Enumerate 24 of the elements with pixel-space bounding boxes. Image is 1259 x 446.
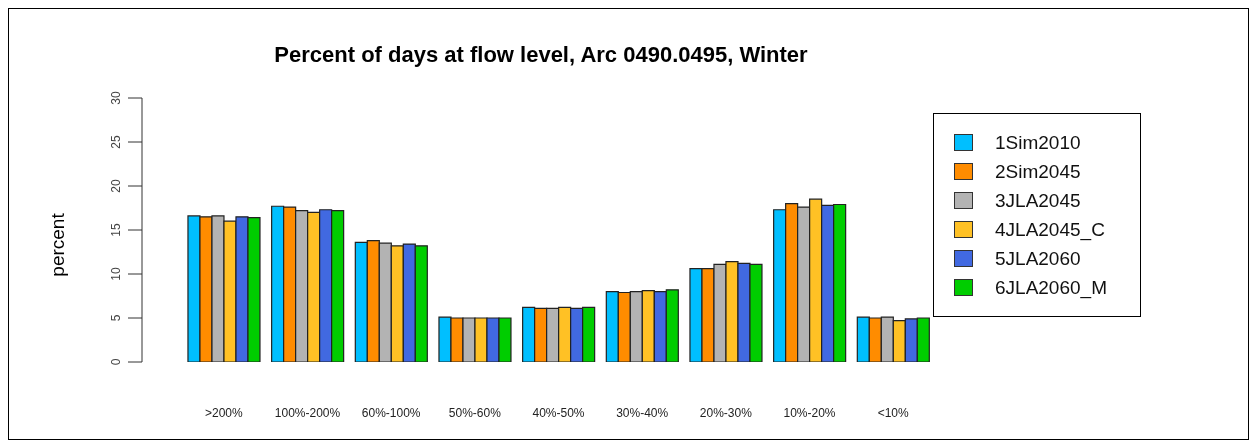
x-tick-label: 10%-20% [783, 405, 836, 420]
x-tick-label: <10% [877, 405, 910, 420]
y-tick-label: 0 [109, 358, 123, 366]
chart-title: Percent of days at flow level, Arc 0490.0495, Winter [273, 42, 809, 68]
legend-label: 1Sim2010 [995, 131, 1081, 154]
y-tick-label: 15 [109, 223, 123, 237]
x-tick-label: >200% [204, 405, 244, 420]
x-tick-label: 40%-50% [532, 405, 585, 420]
y-tick-label: 20 [109, 179, 123, 193]
x-tick-label: 20%-30% [699, 405, 753, 420]
legend-label: 2Sim2045 [995, 160, 1081, 183]
x-tick-label: 30%-40% [616, 405, 669, 420]
y-axis-title: percent [47, 213, 69, 277]
legend-label: 5JLA2060 [995, 247, 1081, 270]
y-tick-label: 25 [109, 135, 123, 149]
x-tick-label: 60%-100% [361, 405, 421, 420]
y-tick-label: 5 [109, 314, 123, 322]
y-tick-label: 10 [109, 267, 123, 281]
x-tick-label: 100%-200% [274, 405, 341, 420]
legend-label: 3JLA2045 [995, 189, 1081, 212]
legend-label: 6JLA2060_M [995, 276, 1107, 299]
y-tick-label: 30 [109, 91, 123, 105]
legend-label: 4JLA2045_C [995, 218, 1105, 241]
x-tick-label: 50%-60% [448, 405, 502, 420]
